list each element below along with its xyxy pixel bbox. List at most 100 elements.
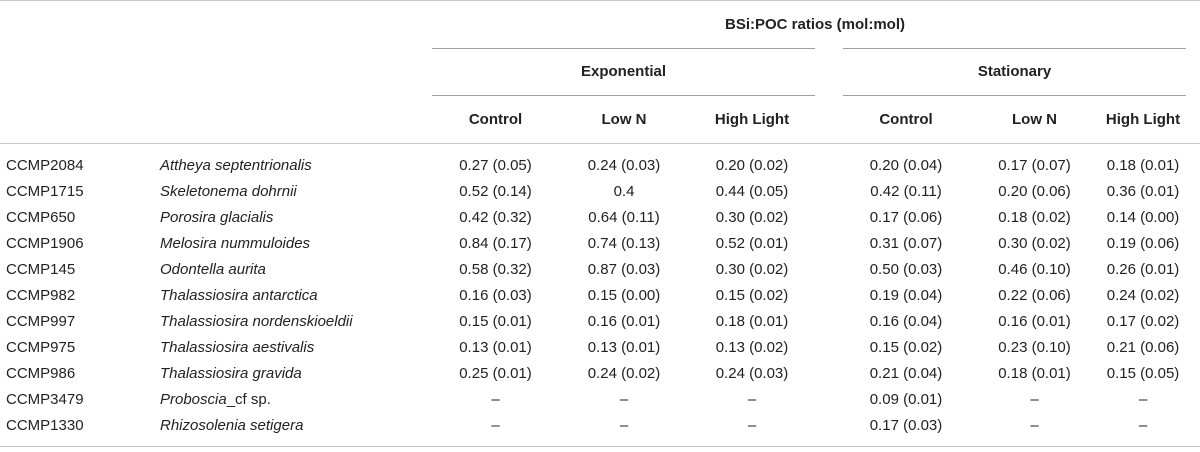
ratio-value: 0.87 (0.03) [587,260,661,278]
species-name: Proboscia_cf sp. [158,386,430,412]
ratio-value: 0.15 (0.00) [587,286,661,304]
ratio-value: 0.26 (0.01) [1106,260,1180,278]
species-name: Thalassiosira antarctica [160,286,318,304]
ratio-value: – [1030,390,1039,408]
bottom-rule-row [0,438,1200,447]
ratio-value: – [747,416,757,434]
table-row: CCMP982 Thalassiosira antarctica 0.16 (0.0… [0,282,1200,308]
ratio-value: – [491,416,500,434]
ratio-value: 0.13 (0.01) [587,338,661,356]
ratio-value: 0.20 (0.06) [998,182,1071,200]
ratio-value: 0.17 (0.06) [869,208,943,226]
header-row-groups: Exponential Stationary [0,48,1200,95]
strain-code: CCMP982 [6,286,76,304]
ratio-value: 0.30 (0.02) [715,260,789,278]
ratio-value: 0.21 (0.06) [1106,338,1180,356]
ratio-value: 0.18 (0.02) [998,208,1071,226]
ratio-value: 0.20 (0.02) [715,156,789,174]
ratio-value: 0.44 (0.05) [715,182,789,200]
ratio-value: – [619,416,629,434]
column-header: Low N [559,95,689,143]
ratio-value: 0.13 (0.01) [459,338,532,356]
strain-code: CCMP975 [6,338,76,356]
ratio-value: 0.24 (0.03) [587,156,661,174]
ratio-value: 0.24 (0.02) [1106,286,1180,304]
header-row-columns: Control Low N High Light Control Low N H… [0,95,1200,144]
species-name: Attheya septentrionalis [160,156,312,174]
table-row: CCMP986 Thalassiosira gravida 0.25 (0.01) 0… [0,360,1200,386]
ratio-value: 0.36 (0.01) [1106,182,1180,200]
column-header: Control [843,95,969,143]
species-name: Skeletonema dohrnii [160,182,297,200]
ratio-value: 0.18 (0.01) [715,312,789,330]
species-name: Porosira glacialis [160,208,274,226]
strain-code: CCMP1906 [6,234,84,252]
ratio-value: 0.46 (0.10) [998,260,1071,278]
ratio-value: – [1138,390,1148,408]
ratio-value: 0.84 (0.17) [459,234,532,252]
ratio-value: 0.50 (0.03) [869,260,943,278]
species-name: Melosira nummuloides [160,234,311,252]
spacer-row [0,144,1200,153]
ratio-value: 0.19 (0.06) [1106,234,1180,252]
ratio-value: 0.52 (0.14) [459,182,532,200]
species-qualifier: _cf sp. [226,390,271,408]
column-header: High Light [1100,95,1187,143]
species-genus: Proboscia [160,390,227,408]
species-name: Thalassiosira nordenskioeldii [160,312,353,330]
ratio-value: 0.18 (0.01) [1106,156,1180,174]
strain-code: CCMP3479 [6,390,84,408]
ratio-value: – [747,390,757,408]
table-row: CCMP1715 Skeletonema dohrnii 0.52 (0.14) 0.… [0,178,1200,204]
ratio-value: – [619,390,629,408]
ratio-value: 0.42 (0.11) [870,182,942,200]
ratio-value: 0.15 (0.02) [715,286,789,304]
ratio-value: 0.09 (0.01) [869,390,943,408]
group-header-exponential: Exponential [432,48,815,95]
species-name: Thalassiosira aestivalis [160,338,315,356]
strain-code: CCMP145 [6,260,76,278]
table-title: BSi:POC ratios (mol:mol) [430,0,1200,48]
ratio-value: 0.16 (0.01) [587,312,661,330]
column-header: Control [432,95,559,143]
table-row: CCMP1906 Melosira nummuloides 0.84 (0.17) 0… [0,230,1200,256]
ratio-value: 0.74 (0.13) [587,234,661,252]
ratio-value: 0.15 (0.02) [869,338,943,356]
ratio-value: 0.31 (0.07) [869,234,943,252]
ratio-value: 0.15 (0.05) [1106,364,1180,382]
column-header: High Light [689,95,815,143]
ratio-value: 0.16 (0.04) [869,312,943,330]
ratio-value: 0.30 (0.02) [715,208,789,226]
strain-code: CCMP997 [6,312,76,330]
ratio-value: 0.19 (0.04) [869,286,943,304]
ratio-value: 0.27 (0.05) [459,156,532,174]
table-row: CCMP145 Odontella aurita 0.58 (0.32) 0.87 (… [0,256,1200,282]
strain-code: CCMP986 [6,364,76,382]
ratio-value: 0.17 (0.02) [1106,312,1180,330]
strain-code: CCMP2084 [6,156,84,174]
ratio-value: 0.16 (0.01) [998,312,1071,330]
table-row: CCMP650 Porosira glacialis 0.42 (0.32) 0.64… [0,204,1200,230]
table-row: CCMP3479 Proboscia_cf sp. – – – 0.09 (0.01) – – [0,386,1200,412]
header-row-title: BSi:POC ratios (mol:mol) [0,0,1200,48]
ratio-value: 0.17 (0.03) [869,416,943,434]
ratio-value: 0.52 (0.01) [715,234,789,252]
ratio-value: 0.18 (0.01) [998,364,1071,382]
strain-code: CCMP1715 [6,182,84,200]
ratio-value: – [1030,416,1039,434]
ratio-value: 0.15 (0.01) [459,312,532,330]
ratio-value: 0.17 (0.07) [998,156,1071,174]
species-name: Thalassiosira gravida [160,364,302,382]
table-row: CCMP1330 Rhizosolenia setigera – – – 0.17 (0.… [0,412,1200,438]
ratio-value: 0.42 (0.32) [459,208,532,226]
ratio-value: 0.16 (0.03) [459,286,532,304]
species-name: Rhizosolenia setigera [160,416,304,434]
ratio-value: 0.13 (0.02) [715,338,789,356]
ratio-value: 0.24 (0.03) [715,364,789,382]
ratio-value: 0.24 (0.02) [587,364,661,382]
ratio-value: 0.20 (0.04) [869,156,943,174]
ratio-value: 0.23 (0.10) [998,338,1071,356]
strain-code: CCMP650 [6,208,76,226]
ratio-value: – [1138,416,1148,434]
